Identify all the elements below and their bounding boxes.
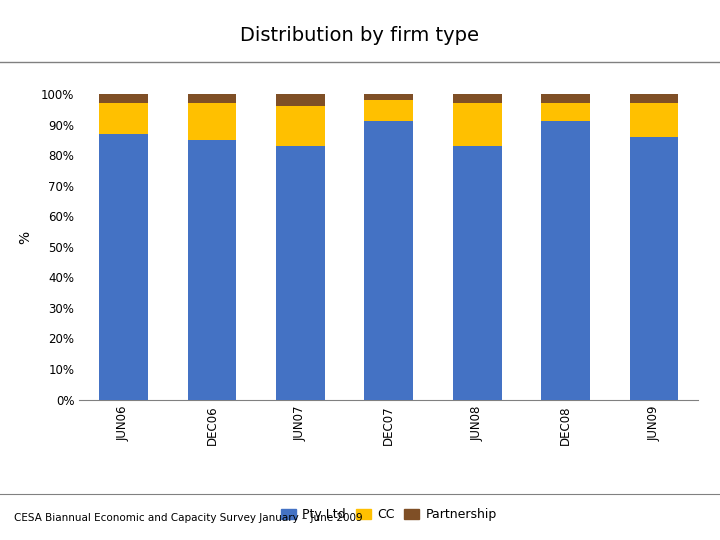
- Bar: [630, 94, 678, 103]
- Bar: [364, 100, 413, 122]
- Bar: [187, 103, 236, 140]
- Bar: [541, 122, 590, 400]
- Bar: [453, 94, 502, 103]
- Bar: [99, 134, 148, 400]
- Bar: [453, 146, 502, 400]
- Bar: [364, 122, 413, 400]
- Bar: [276, 94, 325, 106]
- Bar: [99, 103, 148, 134]
- Y-axis label: %: %: [19, 231, 32, 244]
- Text: CESA Biannual Economic and Capacity Survey January – June 2009: CESA Biannual Economic and Capacity Surv…: [14, 514, 363, 523]
- Bar: [541, 103, 590, 122]
- Bar: [630, 103, 678, 137]
- Bar: [453, 103, 502, 146]
- Bar: [99, 94, 148, 103]
- Bar: [276, 106, 325, 146]
- Bar: [187, 140, 236, 400]
- Bar: [276, 146, 325, 400]
- Bar: [187, 94, 236, 103]
- Bar: [364, 94, 413, 100]
- Bar: [630, 137, 678, 400]
- Text: Distribution by firm type: Distribution by firm type: [240, 25, 480, 45]
- Bar: [541, 94, 590, 103]
- Legend: Pty Ltd, CC, Partnership: Pty Ltd, CC, Partnership: [276, 503, 502, 526]
